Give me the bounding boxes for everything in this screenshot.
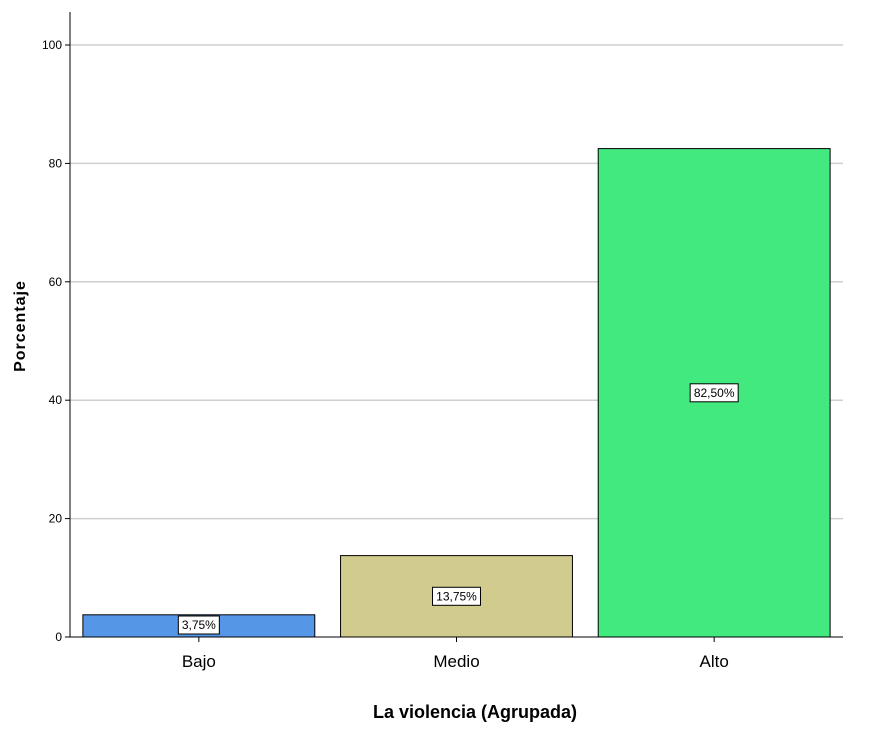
data-label-text: 3,75% bbox=[182, 618, 216, 632]
x-tick-label: Medio bbox=[433, 652, 479, 671]
data-label-text: 82,50% bbox=[694, 386, 735, 400]
y-tick-label: 100 bbox=[42, 38, 62, 52]
y-tick-label: 20 bbox=[49, 512, 63, 526]
y-tick-labels: 0 20 40 60 80 100 bbox=[42, 38, 70, 644]
data-label-box bbox=[432, 586, 481, 606]
data-labels: 3,75% 13,75% 82,50% bbox=[177, 383, 739, 635]
y-tick-label: 0 bbox=[55, 630, 62, 644]
y-axis-title: Porcentaje bbox=[12, 280, 29, 372]
data-label-text: 13,75% bbox=[436, 589, 477, 603]
x-tick-label: Bajo bbox=[182, 652, 216, 671]
y-tick-label: 80 bbox=[49, 156, 63, 170]
data-label: 82,50% bbox=[689, 383, 739, 403]
y-tick-label: 40 bbox=[49, 393, 63, 407]
data-label: 13,75% bbox=[432, 586, 481, 606]
x-axis-title: La violencia (Agrupada) bbox=[373, 702, 577, 722]
x-category-labels: Bajo Medio Alto bbox=[182, 637, 729, 671]
data-label: 3,75% bbox=[177, 615, 220, 635]
y-tick-label: 60 bbox=[49, 275, 63, 289]
data-label-box bbox=[689, 383, 739, 403]
data-label-box bbox=[177, 615, 220, 635]
x-tick-label: Alto bbox=[700, 652, 729, 671]
